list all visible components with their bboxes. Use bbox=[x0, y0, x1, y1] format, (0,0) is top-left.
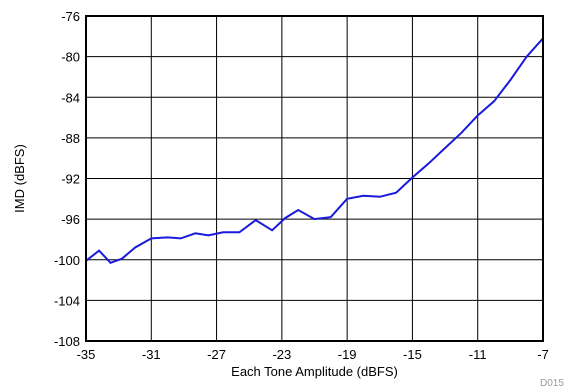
x-tick-label: -27 bbox=[207, 347, 226, 362]
figure-code: D015 bbox=[540, 378, 564, 389]
imd-series-line bbox=[85, 37, 544, 264]
tick-labels: -35 -31 -27 -23 -19 -15 -11 -7 -76 -80 -84 -88 -92 -9… bbox=[54, 9, 549, 362]
y-tick-label: -80 bbox=[61, 50, 80, 65]
x-tick-label: -19 bbox=[338, 347, 357, 362]
y-axis-label: IMD (dBFS) bbox=[12, 144, 27, 213]
y-tick-label: -104 bbox=[54, 293, 80, 308]
x-tick-label: -11 bbox=[469, 347, 487, 362]
y-tick-label: -92 bbox=[61, 172, 80, 187]
x-tick-label: -31 bbox=[142, 347, 161, 362]
x-axis-label: Each Tone Amplitude (dBFS) bbox=[231, 364, 398, 379]
y-tick-label: -108 bbox=[54, 334, 80, 349]
y-tick-label: -76 bbox=[61, 9, 80, 24]
y-tick-label: -96 bbox=[61, 212, 80, 227]
x-tick-label: -15 bbox=[403, 347, 422, 362]
plot-frame bbox=[85, 15, 544, 342]
x-tick-label: -7 bbox=[537, 347, 549, 362]
x-tick-label: -35 bbox=[77, 347, 96, 362]
x-tick-label: -23 bbox=[272, 347, 291, 362]
y-tick-label: -88 bbox=[61, 131, 80, 146]
y-tick-label: -84 bbox=[61, 90, 80, 105]
y-tick-label: -100 bbox=[54, 253, 80, 268]
grid-lines bbox=[85, 15, 544, 342]
